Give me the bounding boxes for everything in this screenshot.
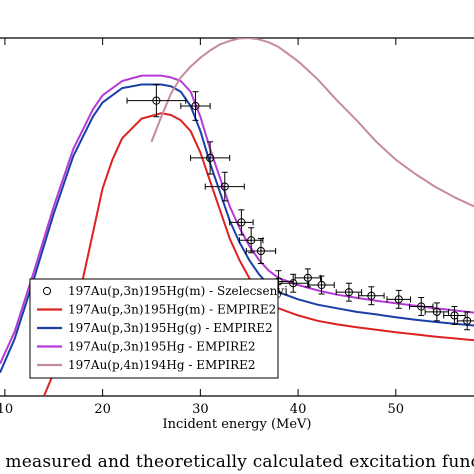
data-point (408, 297, 434, 316)
legend-label: 197Au(p,3n)195Hg(g) - EMPIRE2 (68, 321, 273, 335)
x-tick-label: 40 (290, 402, 307, 417)
series-line-4 (150, 38, 474, 208)
data-point (456, 311, 474, 331)
point-marker (303, 273, 312, 282)
data-point (180, 91, 211, 121)
point-marker (450, 311, 459, 320)
data-point (386, 289, 411, 309)
x-axis-ticks: 10 20 30 40 50 (0, 38, 404, 417)
legend: 197Au(p,3n)195Hg(m) - Szelecsenyi 197Au(p… (29, 278, 288, 379)
point-marker (463, 316, 472, 325)
point-marker (237, 218, 246, 227)
data-point (229, 209, 254, 236)
data-point (424, 302, 450, 322)
data-point (278, 273, 309, 293)
data-point (126, 84, 187, 118)
point-marker (256, 246, 266, 256)
x-tick-label: 10 (0, 402, 13, 417)
point-marker (417, 302, 426, 311)
point-marker (191, 101, 200, 111)
point-marker (152, 96, 161, 105)
data-point (358, 286, 385, 306)
figure-caption: y measured and theoretically calculated … (0, 451, 474, 474)
data-point (294, 268, 322, 288)
data-point (245, 237, 277, 265)
legend-label: 197Au(p,3n)195Hg(m) - Szelecsenyi (68, 284, 288, 298)
x-tick-label: 50 (388, 402, 405, 417)
figure-caption-text: y measured and theoretically calculated … (0, 452, 474, 472)
legend-marker (42, 286, 52, 296)
x-tick-label: 30 (192, 402, 209, 417)
point-marker (317, 280, 326, 290)
data-point (308, 275, 335, 295)
point-marker (206, 153, 215, 163)
x-axis-label: Incident energy (MeV) (163, 417, 312, 432)
legend-label: 197Au(p,3n)195Hg(m) - EMPIRE2 (68, 303, 276, 317)
data-point (443, 306, 466, 325)
measured-points (126, 84, 474, 331)
series-line-2 (0, 83, 474, 374)
data-point (190, 141, 231, 175)
legend-label: 197Au(p,4n)194Hg - EMPIRE2 (68, 358, 256, 372)
point-marker (367, 291, 376, 300)
data-point (335, 282, 363, 302)
series-line-1 (43, 112, 474, 396)
point-marker (220, 182, 229, 191)
data-point (204, 171, 245, 202)
point-marker (344, 288, 354, 297)
legend-label: 197Au(p,3n)195Hg - EMPIRE2 (68, 340, 256, 354)
point-marker (289, 279, 298, 288)
x-tick-label: 20 (94, 402, 111, 417)
point-marker (394, 295, 403, 304)
point-marker (247, 236, 256, 245)
point-marker (432, 307, 441, 316)
